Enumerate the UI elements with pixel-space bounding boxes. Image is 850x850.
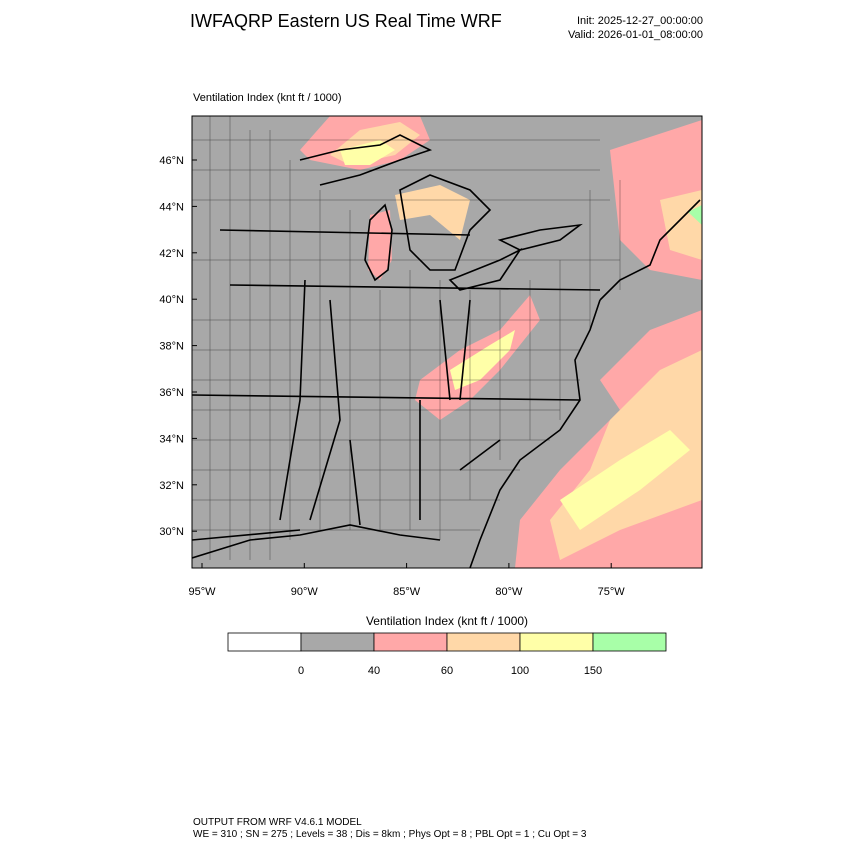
map-title: Ventilation Index (knt ft / 1000) <box>193 92 342 104</box>
lon-label: 75°W <box>598 586 626 598</box>
colorbar-box <box>227 632 302 652</box>
colorbar-label: 60 <box>441 665 453 677</box>
fields <box>300 116 702 568</box>
lon-label: 95°W <box>188 586 216 598</box>
lat-label: 30°N <box>159 526 184 538</box>
lon-labels: 95°W 90°W 85°W 80°W 75°W <box>188 563 625 598</box>
colorbar-box <box>592 632 667 652</box>
lat-label: 38°N <box>159 341 184 353</box>
lat-label: 40°N <box>159 294 184 306</box>
lon-label: 90°W <box>291 586 319 598</box>
lat-label: 46°N <box>159 155 184 167</box>
lat-label: 32°N <box>159 480 184 492</box>
init-time: Init: 2025-12-27_00:00:00 <box>577 15 703 27</box>
colorbar-box <box>519 632 594 652</box>
lon-label: 80°W <box>495 586 523 598</box>
map-frame <box>191 115 703 569</box>
colorbar-box <box>373 632 448 652</box>
title: IWFAQRP Eastern US Real Time WRF <box>190 11 502 31</box>
colorbar-label: 100 <box>511 665 529 677</box>
colorbar-label: 150 <box>584 665 602 677</box>
colorbar-label: 0 <box>298 665 304 677</box>
footer-line: OUTPUT FROM WRF V4.6.1 MODEL <box>193 817 362 828</box>
map <box>191 115 703 569</box>
lon-label: 85°W <box>393 586 421 598</box>
footer-line: WE = 310 ; SN = 275 ; Levels = 38 ; Dis … <box>193 829 587 840</box>
colorbar: 0 40 60 100 150 <box>227 632 667 677</box>
lat-label: 42°N <box>159 248 184 260</box>
colorbar-box <box>446 632 521 652</box>
colorbar-title: Ventilation Index (knt ft / 1000) <box>366 614 528 628</box>
lat-label: 44°N <box>159 201 184 213</box>
lat-labels: 46°N 44°N 42°N 40°N 38°N 36°N 34°N 32°N 30°N <box>159 155 197 538</box>
colorbar-box <box>300 632 375 652</box>
colorbar-label: 40 <box>368 665 380 677</box>
county-lines <box>192 116 621 560</box>
valid-time: Valid: 2026-01-01_08:00:00 <box>568 29 703 41</box>
lat-label: 34°N <box>159 433 184 445</box>
lat-label: 36°N <box>159 387 184 399</box>
